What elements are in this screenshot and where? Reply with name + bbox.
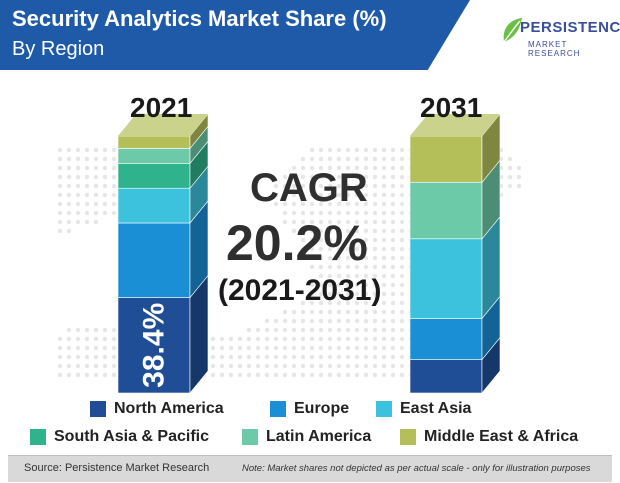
bar-front [409, 359, 483, 394]
bar-segment-2021-3 [117, 140, 209, 190]
bar-segment-2021-0 [117, 274, 209, 394]
title-banner [0, 0, 470, 70]
cagr-value: 20.2% [226, 215, 368, 271]
category-label-2031: 2031 [420, 92, 483, 123]
bar-segment-2021-1 [117, 200, 209, 299]
cagr-period: (2021-2031) [218, 274, 382, 307]
bar-segment-2031-2 [409, 215, 501, 320]
bar-side [189, 113, 209, 150]
legend-label: Europe [294, 400, 350, 417]
category-label-2021: 2021 [130, 92, 193, 123]
legend-item-middle-east-africa: Middle East & Africa [400, 428, 578, 446]
bar-front [409, 135, 483, 183]
bar-front [117, 187, 191, 224]
legend-label: South Asia & Pacific [54, 428, 209, 445]
legend-swatch [242, 429, 258, 445]
legend-swatch [270, 401, 286, 417]
note-text: Note: Market shares not depicted as per … [242, 463, 591, 474]
bar-top-2021 [118, 114, 208, 136]
bar-front [409, 238, 483, 319]
legend-item-latin-america: Latin America [242, 428, 371, 446]
bar-front [117, 222, 191, 298]
bar-front [409, 318, 483, 360]
legend-item-north-america: North America [90, 400, 224, 418]
legend-label: Middle East & Africa [424, 428, 579, 445]
legend-swatch [376, 401, 392, 417]
bar-front [409, 181, 483, 240]
cagr-label: CAGR [250, 166, 368, 210]
bar-segment-2031-5 [409, 113, 501, 184]
logo-word: PERSISTENCE [520, 19, 620, 36]
chart-title: Security Analytics Market Share (%) [12, 6, 387, 31]
data-label: 38.4% [138, 303, 171, 388]
source-text: Source: Persistence Market Research [24, 462, 210, 474]
bar-segment-2031-1 [409, 295, 501, 361]
bar-front [117, 297, 191, 394]
bar-top-2031 [410, 114, 500, 136]
bar-segment-2031-4 [409, 159, 501, 240]
persistence-logo: PERSISTENCE MARKET RESEARCH [494, 6, 620, 68]
legend: North America Europe East Asia South Asi… [0, 398, 620, 454]
legend-item-east-asia: East Asia [376, 400, 471, 418]
legend-swatch [400, 429, 416, 445]
footer-bar: Source: Persistence Market Research Note… [8, 455, 612, 482]
legend-label: East Asia [400, 400, 472, 417]
bar-front [117, 148, 191, 164]
stacked-bar-chart: 38.4% [57, 113, 522, 394]
bar-segment-2031-0 [409, 336, 501, 394]
legend-swatch [90, 401, 106, 417]
bar-segment-2021-2 [117, 165, 209, 224]
legend-item-europe: Europe [270, 400, 349, 418]
bar-front [117, 135, 191, 149]
bar-side [481, 113, 501, 184]
legend-item-south-asia-pacific: South Asia & Pacific [30, 428, 209, 446]
logo-leaf-icon [503, 18, 522, 43]
legend-label: North America [114, 400, 224, 417]
logo-subtext: MARKET RESEARCH [528, 40, 581, 58]
chart-subtitle: By Region [12, 38, 105, 60]
legend-swatch [30, 429, 46, 445]
bar-front [117, 163, 191, 189]
legend-label: Latin America [266, 428, 372, 445]
